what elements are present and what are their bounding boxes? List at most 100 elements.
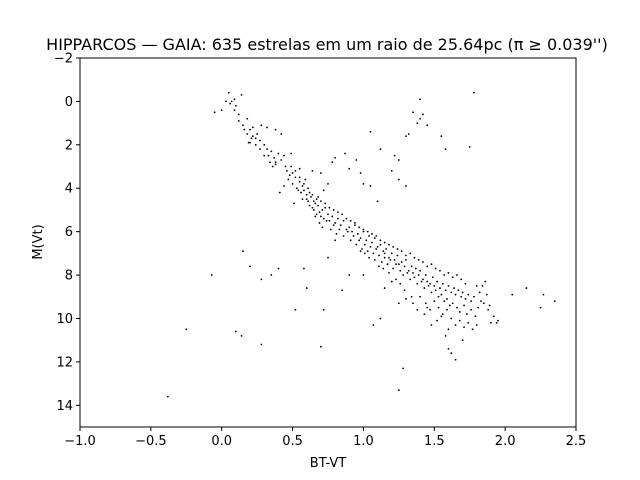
x-tick-label: 2.5 (566, 434, 587, 449)
star-point (405, 258, 407, 261)
star-point (298, 167, 301, 170)
star-point (318, 222, 321, 224)
star-point (388, 243, 390, 246)
star-point (254, 143, 257, 146)
star-point (487, 308, 490, 311)
star-point (405, 135, 407, 138)
star-point (369, 185, 372, 187)
star-point (286, 169, 288, 172)
star-point (450, 317, 453, 320)
x-tick-label: −0.5 (135, 434, 167, 449)
star-point (480, 300, 482, 303)
star-point (464, 298, 467, 300)
star-point (463, 304, 465, 307)
star-point (327, 213, 329, 216)
star-point (495, 321, 498, 324)
star-point (383, 241, 386, 244)
star-point (460, 278, 463, 281)
star-point (426, 265, 429, 268)
star-point (388, 271, 390, 274)
star-point (478, 291, 481, 294)
star-point (468, 146, 471, 148)
star-point (539, 306, 542, 309)
star-point (406, 271, 409, 274)
x-axis: −1.0 −0.5 0.0 0.5 1.0 1.5 2.0 2.5 (64, 427, 586, 449)
star-point (301, 185, 304, 187)
star-point (440, 135, 443, 138)
star-point (315, 198, 318, 200)
star-point (308, 204, 311, 207)
star-point (362, 182, 365, 185)
star-point (240, 94, 243, 96)
star-point (485, 293, 488, 296)
star-point (389, 258, 392, 261)
star-point (259, 139, 261, 142)
y-axis: −2 0 2 4 6 8 10 12 14 (54, 52, 80, 414)
star-point (368, 256, 370, 259)
star-point (386, 263, 389, 266)
star-point (291, 182, 294, 185)
star-point (372, 324, 375, 326)
star-point (463, 326, 465, 329)
star-point (280, 133, 283, 135)
star-point (234, 330, 237, 333)
star-point (291, 172, 294, 174)
star-point (359, 237, 362, 240)
star-point (378, 254, 380, 257)
star-point (298, 176, 301, 179)
star-point (443, 300, 446, 303)
star-point (327, 182, 329, 185)
star-point (378, 265, 380, 268)
star-point (454, 293, 457, 296)
star-point (440, 315, 443, 318)
star-point (397, 178, 400, 181)
star-point (327, 256, 329, 259)
star-point (464, 282, 467, 285)
star-point (451, 276, 454, 279)
star-point (461, 339, 464, 342)
star-point (213, 111, 216, 114)
star-point (413, 276, 416, 279)
star-point (396, 254, 399, 257)
star-point (356, 232, 359, 235)
y-tick-label: 0 (65, 95, 73, 110)
star-point (368, 235, 370, 237)
star-point (280, 159, 283, 161)
star-point (450, 352, 453, 355)
star-point (454, 358, 457, 361)
star-point (359, 172, 362, 174)
star-point (335, 232, 338, 235)
star-point (511, 293, 514, 296)
star-point (294, 176, 297, 179)
star-point (274, 163, 277, 166)
star-point (331, 215, 334, 218)
star-point (320, 215, 322, 218)
star-point (354, 224, 356, 227)
star-point (380, 261, 383, 263)
star-point (243, 128, 246, 131)
star-point (274, 161, 277, 164)
star-point (166, 395, 169, 398)
star-point (314, 202, 317, 205)
star-point (419, 295, 422, 298)
star-point (373, 237, 376, 240)
star-point (433, 285, 436, 287)
star-point (460, 295, 463, 298)
star-point (303, 182, 305, 185)
star-point (369, 130, 372, 133)
star-point (482, 302, 485, 305)
star-point (420, 280, 423, 283)
star-point (473, 91, 475, 94)
star-point (383, 256, 386, 259)
star-point (379, 317, 382, 320)
star-point (397, 389, 400, 391)
star-point (331, 161, 334, 164)
star-point (410, 295, 413, 298)
star-point (237, 120, 240, 122)
star-point (372, 252, 375, 255)
star-point (337, 211, 339, 214)
star-point (351, 230, 353, 233)
y-tick-label: −2 (54, 52, 73, 67)
star-point (390, 280, 393, 283)
star-point (434, 289, 437, 292)
